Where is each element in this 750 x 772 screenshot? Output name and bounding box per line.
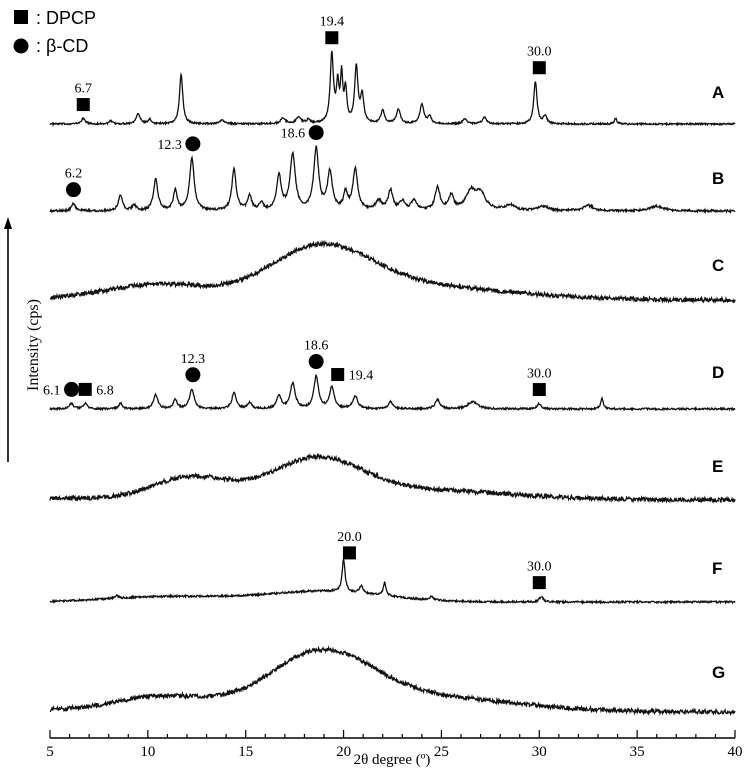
x-tick-label: 15 xyxy=(238,744,253,760)
legend: : DPCP : β-CD xyxy=(13,8,96,56)
series-label-G: G xyxy=(712,663,725,682)
series-A-peak-label-1: 19.4 xyxy=(320,15,345,30)
series-B-peak-label-0: 6.2 xyxy=(65,167,83,182)
series-F-square-marker-0 xyxy=(342,546,356,560)
series-D-peak-label-2: 12.3 xyxy=(181,352,206,367)
series-D-peak-label-3: 18.6 xyxy=(304,339,329,354)
series-D-square-marker-4 xyxy=(331,368,345,382)
series-labels: A B C D E F G xyxy=(712,83,725,682)
series-A-square-marker-1 xyxy=(325,31,339,45)
annotations: 6.7 19.4 30.0 6.2 12.3 18.6 6.1 6.8 12.3 18.6 19.4… xyxy=(43,15,552,590)
x-tick-label: 25 xyxy=(434,744,449,760)
x-tick-label: 30 xyxy=(532,744,547,760)
legend-dpcp-label: : DPCP xyxy=(36,8,96,28)
series-B-circle-marker-0 xyxy=(65,182,81,198)
series-D-circle-marker-2 xyxy=(185,367,201,383)
series-B-circle-marker-2 xyxy=(308,125,324,141)
series-D-peak-label-4: 19.4 xyxy=(349,369,374,384)
series-label-F: F xyxy=(712,559,722,578)
series-F-peak-label-1: 30.0 xyxy=(527,560,552,575)
series-G-trace xyxy=(49,645,736,717)
legend-bcd-label: : β-CD xyxy=(36,36,88,56)
series-label-B: B xyxy=(712,169,724,188)
series-B-circle-marker-1 xyxy=(185,136,201,152)
series-E-trace xyxy=(49,452,736,504)
series-F-square-marker-1 xyxy=(532,576,546,590)
y-axis-label-group: Intensity (cps) xyxy=(4,217,42,462)
series-label-C: C xyxy=(712,256,724,275)
series-label-A: A xyxy=(712,83,724,102)
series-A-peak-label-2: 30.0 xyxy=(527,45,552,60)
x-axis: 5 10 15 20 25 30 35 40 2θ degree (º) xyxy=(46,730,743,768)
series-A-square-marker-2 xyxy=(532,61,546,75)
legend-circle-marker xyxy=(13,38,29,54)
traces xyxy=(49,50,736,717)
x-tick-label: 40 xyxy=(728,744,743,760)
x-ticks: 5 10 15 20 25 30 35 40 xyxy=(46,730,743,760)
series-F-trace xyxy=(49,558,736,605)
series-A-trace xyxy=(49,50,736,127)
series-D-circle-marker-0 xyxy=(64,381,80,397)
series-B-trace xyxy=(49,145,736,215)
series-A-peak-label-0: 6.7 xyxy=(75,82,93,97)
x-tick-label: 20 xyxy=(336,744,351,760)
x-tick-label: 35 xyxy=(630,744,645,760)
series-D-trace xyxy=(49,374,736,412)
y-axis-label: Intensity (cps) xyxy=(25,299,42,391)
x-tick-label: 10 xyxy=(140,744,155,760)
legend-square-marker xyxy=(14,10,28,24)
series-D-peak-label-1: 6.8 xyxy=(96,383,114,398)
series-D-peak-label-5: 30.0 xyxy=(527,367,552,382)
series-C-trace xyxy=(49,239,736,304)
x-axis-label: 2θ degree (º) xyxy=(354,752,431,768)
series-B-peak-label-1: 12.3 xyxy=(157,138,182,153)
series-D-peak-label-0: 6.1 xyxy=(43,383,61,398)
series-F-peak-label-0: 20.0 xyxy=(337,530,362,545)
series-D-circle-marker-3 xyxy=(308,354,324,370)
series-label-D: D xyxy=(712,363,724,382)
series-label-E: E xyxy=(712,457,723,476)
series-B-peak-label-2: 18.6 xyxy=(281,127,306,142)
series-A-square-marker-0 xyxy=(76,98,90,112)
series-D-square-marker-1 xyxy=(78,382,92,396)
series-D-square-marker-5 xyxy=(532,383,546,397)
x-tick-label: 5 xyxy=(46,744,54,760)
intensity-arrow-head xyxy=(4,217,12,229)
